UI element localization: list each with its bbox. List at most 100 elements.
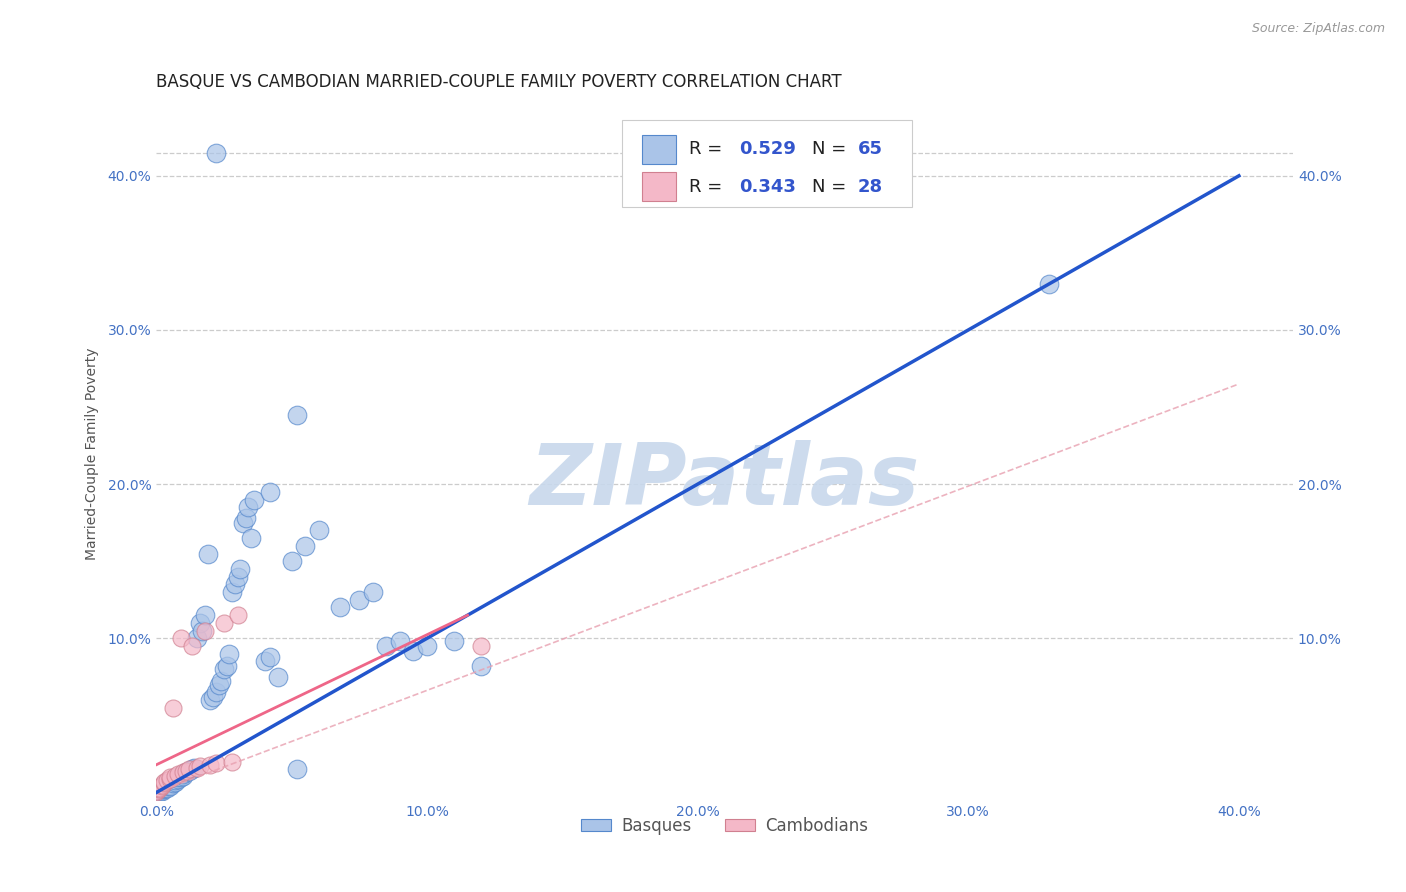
FancyBboxPatch shape <box>623 120 912 207</box>
Point <box>205 756 228 771</box>
Point <box>156 773 179 788</box>
Point <box>470 659 492 673</box>
Point <box>165 773 187 788</box>
Point <box>1038 277 1060 291</box>
Point <box>238 500 260 515</box>
Point <box>209 674 232 689</box>
Text: 0.529: 0.529 <box>740 140 796 159</box>
Point <box>329 600 352 615</box>
Point <box>294 539 316 553</box>
Point <box>177 764 200 778</box>
Point <box>218 647 240 661</box>
Point <box>402 643 425 657</box>
Text: 28: 28 <box>858 178 883 196</box>
Point <box>159 780 181 794</box>
Point <box>150 782 173 797</box>
Point <box>285 763 308 777</box>
Text: 65: 65 <box>858 140 883 159</box>
Point <box>148 785 170 799</box>
Text: BASQUE VS CAMBODIAN MARRIED-COUPLE FAMILY POVERTY CORRELATION CHART: BASQUE VS CAMBODIAN MARRIED-COUPLE FAMIL… <box>156 73 842 91</box>
Point <box>200 693 222 707</box>
Text: ZIPatlas: ZIPatlas <box>530 440 920 523</box>
Point <box>159 772 181 786</box>
Point <box>221 585 243 599</box>
Point <box>150 778 173 792</box>
FancyBboxPatch shape <box>641 172 676 202</box>
Point <box>212 615 235 630</box>
Point <box>235 511 257 525</box>
Point <box>162 700 184 714</box>
Point <box>167 770 190 784</box>
Point <box>180 639 202 653</box>
Point <box>215 659 238 673</box>
Text: Source: ZipAtlas.com: Source: ZipAtlas.com <box>1251 22 1385 36</box>
Point <box>224 577 246 591</box>
Point <box>174 765 197 780</box>
Point <box>170 770 193 784</box>
Point <box>159 770 181 784</box>
FancyBboxPatch shape <box>641 135 676 164</box>
Point <box>470 639 492 653</box>
Point <box>194 624 217 638</box>
Point <box>153 782 176 797</box>
Point <box>259 649 281 664</box>
Point <box>253 655 276 669</box>
Point <box>388 634 411 648</box>
Point <box>153 774 176 789</box>
Point <box>229 562 252 576</box>
Point <box>221 755 243 769</box>
Text: 0.343: 0.343 <box>740 178 796 196</box>
Point <box>285 408 308 422</box>
Point <box>167 772 190 786</box>
Point <box>145 785 167 799</box>
Point <box>194 608 217 623</box>
Point <box>232 516 254 530</box>
Point <box>280 554 302 568</box>
Point <box>172 765 194 780</box>
Point <box>207 677 229 691</box>
Point <box>205 145 228 160</box>
Point <box>188 759 211 773</box>
Point <box>172 767 194 781</box>
Point <box>243 492 266 507</box>
Point <box>375 639 398 653</box>
Point <box>153 780 176 795</box>
Point <box>180 763 202 777</box>
Point <box>202 690 225 704</box>
Point <box>156 780 179 795</box>
Point <box>159 778 181 792</box>
Point <box>186 761 208 775</box>
Point <box>162 776 184 790</box>
Text: N =: N = <box>813 140 852 159</box>
Point <box>191 624 214 638</box>
Point <box>172 768 194 782</box>
Point <box>259 484 281 499</box>
Point <box>148 782 170 797</box>
Point <box>165 768 187 782</box>
Point <box>212 662 235 676</box>
Point <box>205 685 228 699</box>
Point <box>183 761 205 775</box>
Point <box>156 780 179 794</box>
Point <box>226 569 249 583</box>
Y-axis label: Married-Couple Family Poverty: Married-Couple Family Poverty <box>86 347 100 559</box>
Legend: Basques, Cambodians: Basques, Cambodians <box>575 811 875 842</box>
Point <box>167 767 190 781</box>
Point <box>170 632 193 646</box>
Point <box>150 780 173 794</box>
Point <box>240 531 263 545</box>
Point <box>145 785 167 799</box>
Point <box>174 764 197 778</box>
Point <box>148 780 170 795</box>
Text: N =: N = <box>813 178 852 196</box>
Text: R =: R = <box>689 178 728 196</box>
Point <box>267 670 290 684</box>
Point <box>361 585 384 599</box>
Point <box>416 639 439 653</box>
Point <box>186 632 208 646</box>
Point <box>188 615 211 630</box>
Point <box>226 608 249 623</box>
Point <box>153 776 176 790</box>
Point <box>200 757 222 772</box>
Point <box>308 524 330 538</box>
